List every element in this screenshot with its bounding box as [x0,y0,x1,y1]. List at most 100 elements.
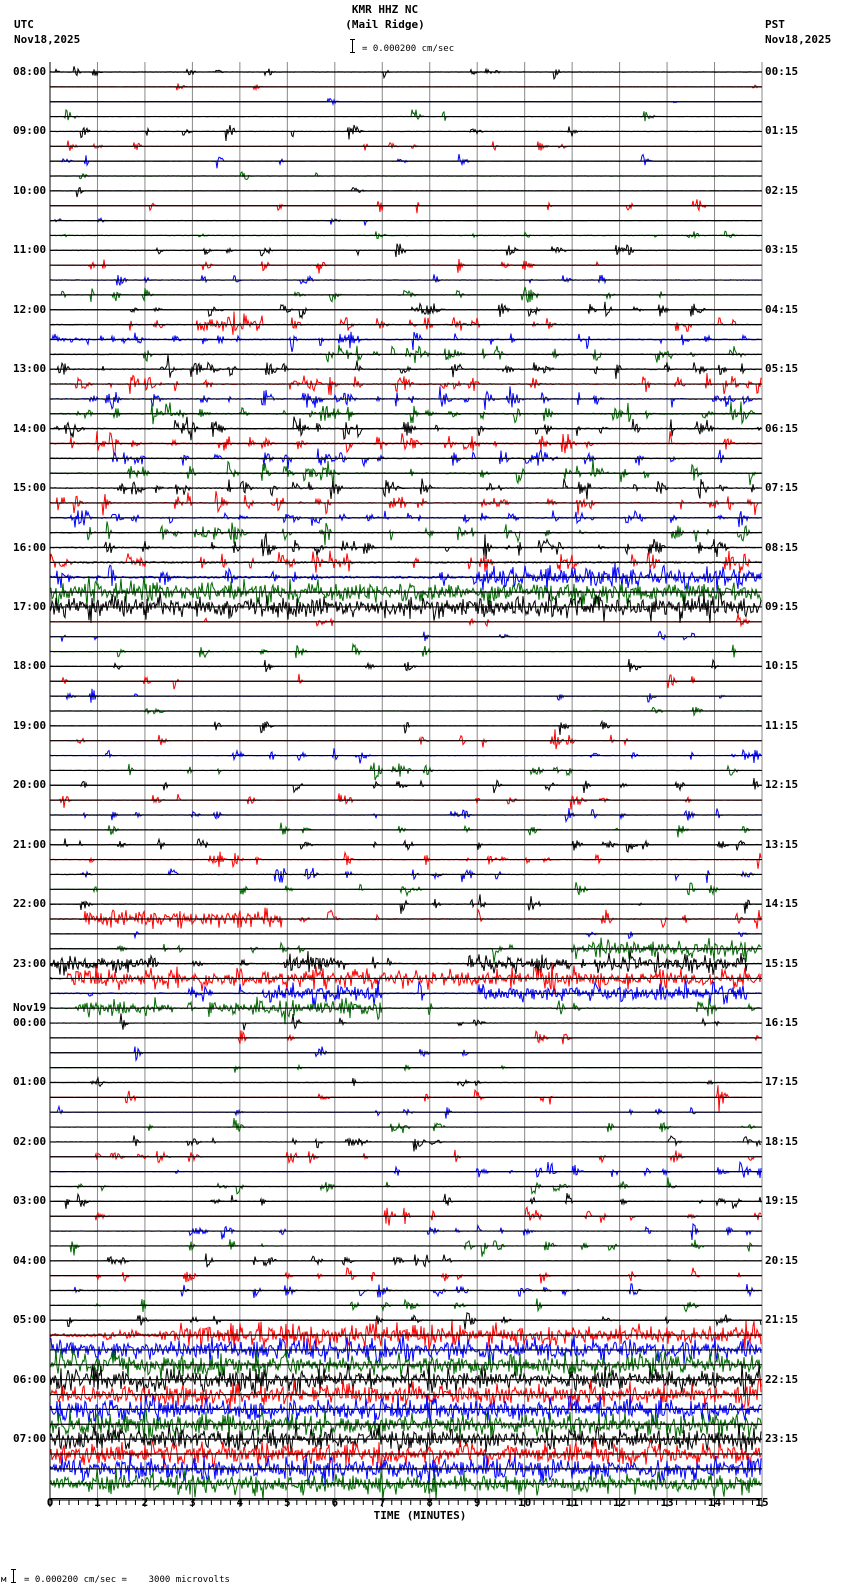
x-tick-label: 10 [518,1496,532,1509]
trace-row [49,331,762,353]
trace-row [49,532,762,560]
left-timezone: UTC [14,18,34,31]
pst-hour-label: 01:15 [765,124,799,138]
pst-hour-label: 15:15 [765,956,799,970]
utc-hour-label: 11:00 [13,243,47,257]
trace-row [49,930,762,940]
trace-row [49,258,762,274]
pst-hour-label: 02:15 [765,183,799,197]
utc-hour-label: 08:00 [13,65,47,78]
trace-row [50,66,762,81]
pst-hour-label: 21:15 [765,1313,799,1327]
time-axis [49,1499,763,1507]
pst-hour-label: 07:15 [765,481,799,495]
trace-row [49,658,762,673]
utc-hour-label: 19:00 [13,718,47,732]
trace-row [49,1239,761,1257]
trace-row [49,996,761,1025]
trace-row [49,1161,762,1178]
trace-row [49,613,762,628]
date-change-label: Nov19 [13,1001,47,1015]
pst-hour-label: 19:15 [765,1194,799,1208]
x-axis-label: TIME (MINUTES) [373,1509,467,1522]
utc-hour-label: 22:00 [13,897,47,911]
trace-row [49,186,762,198]
trace-row [50,762,761,781]
trace-row [49,217,762,226]
utc-hour-label: 20:00 [13,778,47,792]
station-title: KMR HHZ NC [351,3,419,16]
footer-scale-text: = 0.000200 cm/sec = 3000 microvolts [24,1575,230,1585]
utc-hour-label: 01:00 [13,1075,47,1089]
x-tick-label: 3 [189,1496,196,1509]
trace-row [49,140,762,152]
utc-hour-label: 02:00 [13,1134,47,1148]
pst-hour-label: 11:15 [765,718,799,732]
trace-row [49,1468,762,1500]
trace-row [49,907,762,930]
x-tick-label: 0 [46,1496,54,1509]
trace-row [49,1348,762,1381]
utc-hour-label: 23:00 [13,956,47,970]
utc-hour-label: 04:00 [13,1253,47,1267]
trace-row [49,719,762,735]
x-tick-label: 4 [236,1496,244,1509]
utc-hour-label: 09:00 [13,124,47,138]
row-baselines [49,62,762,1500]
pst-hour-label: 04:15 [765,302,799,316]
pst-hour-label: 17:15 [765,1075,799,1089]
x-tick-label: 15 [755,1496,769,1509]
pst-hour-label: 16:15 [765,1016,799,1030]
minute-gridlines [49,62,763,1500]
station-name: (Mail Ridge) [345,18,425,31]
utc-hour-label: 17:00 [13,599,47,613]
utc-hour-label: 16:00 [13,540,47,554]
trace-row [49,1177,761,1195]
trace-row [49,354,762,379]
trace-row [49,1013,762,1031]
utc-hour-label: 00:00 [13,1016,47,1030]
x-tick-label: 5 [284,1496,291,1509]
x-tick-label: 8 [426,1496,434,1509]
x-tick-label: 2 [141,1496,149,1509]
trace-row [49,1377,762,1411]
utc-hour-label: 14:00 [13,421,47,435]
pst-hour-label: 00:15 [765,65,799,78]
pst-hour-label: 06:15 [765,421,799,435]
utc-hour-label: 15:00 [13,481,47,495]
footer-scale-bar-icon [11,1569,19,1583]
pst-hour-label: 18:15 [765,1134,799,1148]
trace-row [49,1393,762,1425]
pst-hour-label: 22:15 [765,1372,799,1386]
x-tick-label: 1 [94,1496,101,1509]
trace-row [49,937,762,964]
scale-bar-icon [350,39,358,53]
trace-row [49,590,762,624]
trace-row [49,1423,762,1456]
trace-row [49,980,762,1009]
x-tick-label: 14 [707,1496,722,1509]
pst-hour-label: 13:15 [765,837,799,851]
pst-hour-label: 12:15 [765,778,799,792]
x-tick-label: 11 [565,1496,579,1509]
trace-row [49,311,762,335]
x-tick-label: 6 [331,1496,339,1509]
trace-row [49,1085,762,1112]
x-tick-label: 7 [378,1496,386,1509]
right-timezone: PST [765,18,785,31]
pst-hour-label: 23:15 [765,1432,799,1446]
trace-row [49,1438,762,1471]
trace-row [49,850,762,869]
utc-hour-label: 03:00 [13,1194,47,1208]
trace-row [49,1063,762,1073]
utc-hour-label: 18:00 [13,659,47,673]
trace-row [49,230,761,240]
x-tick-label: 12 [612,1496,627,1509]
footer-scale-prefix: м [1,1575,7,1585]
pst-hour-label: 03:15 [765,243,799,257]
trace-row [50,793,762,810]
scale-text: = 0.000200 cm/sec [362,44,455,54]
seismic-traces [49,66,762,1500]
trace-row [49,1135,762,1152]
utc-hour-label: 05:00 [13,1313,47,1327]
